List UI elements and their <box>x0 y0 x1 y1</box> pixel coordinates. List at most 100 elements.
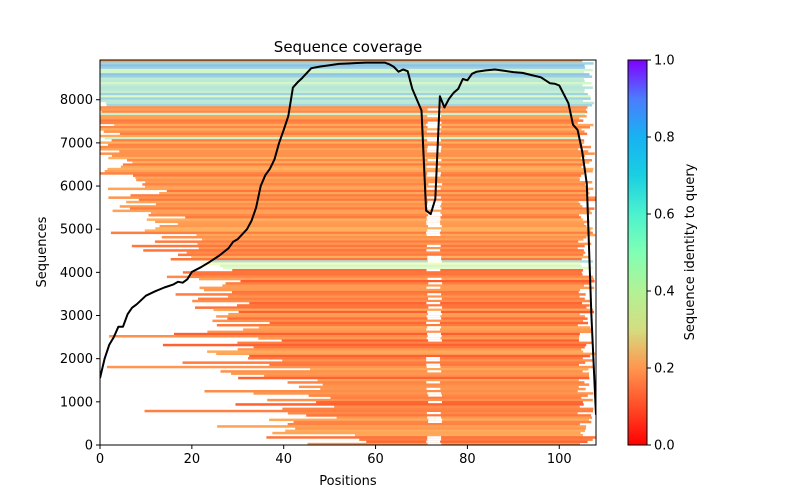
alignment-row <box>308 394 588 397</box>
alignment-row <box>228 313 580 316</box>
gap-mark <box>426 222 441 226</box>
alignment-row <box>144 229 591 232</box>
alignment-row <box>129 207 595 210</box>
alignment-row <box>196 233 596 237</box>
gap-mark <box>426 337 441 340</box>
alignment-row <box>354 434 583 437</box>
alignment-row <box>126 200 579 204</box>
alignment-row <box>298 385 579 389</box>
alignment-row <box>114 123 594 127</box>
gap-mark <box>426 218 441 221</box>
alignment-row <box>175 293 586 296</box>
alignment-row <box>110 231 593 235</box>
alignment-row <box>217 425 587 428</box>
gap-mark <box>427 392 442 395</box>
alignment-row <box>107 365 595 369</box>
alignment-row <box>155 227 593 230</box>
colorbar <box>627 59 648 446</box>
alignment-row <box>235 403 584 406</box>
alignment-row <box>100 82 592 85</box>
colorbar-label: Sequence identity to query <box>683 163 698 340</box>
alignment-row <box>285 429 585 433</box>
gap-mark <box>427 370 442 373</box>
colorbar-axis: 0.0 0.2 0.4 0.6 0.8 1.0 <box>647 54 675 454</box>
alignment-row <box>138 198 596 202</box>
alignment-row <box>240 280 595 283</box>
alignment-row <box>119 205 583 208</box>
plot-frame <box>99 59 597 446</box>
alignment-row <box>253 346 585 349</box>
gap-mark <box>426 328 440 331</box>
alignment-row <box>106 104 593 107</box>
gap-mark <box>426 357 440 360</box>
y-tick-label: 8000 <box>60 93 93 108</box>
alignment-row <box>146 218 584 221</box>
alignment-row <box>170 258 582 261</box>
alignment-row <box>154 240 579 243</box>
alignment-row <box>136 178 580 182</box>
gap-mark <box>427 108 442 111</box>
alignment-row <box>238 310 595 314</box>
alignment-row <box>119 150 589 153</box>
alignment-row <box>166 275 593 279</box>
alignment-row <box>287 423 580 426</box>
gap-mark <box>428 339 442 342</box>
alignment-row <box>100 108 586 111</box>
y-tick-label: 6000 <box>60 180 93 195</box>
alignment-row <box>100 90 585 94</box>
alignment-row <box>100 145 591 149</box>
alignment-row <box>307 442 580 445</box>
gap-mark <box>427 159 442 162</box>
alignment-row <box>182 361 586 364</box>
alignment-row <box>243 328 594 331</box>
gap-mark <box>426 269 441 272</box>
alignment-row <box>177 253 584 257</box>
alignment-row <box>100 141 585 144</box>
x-axis: 0 20 40 60 80 100 <box>96 445 572 467</box>
gap-mark <box>426 174 441 177</box>
alignment-row <box>220 370 583 373</box>
alignment-row <box>108 156 581 160</box>
colorbar-tick-label: 0.0 <box>654 439 675 454</box>
alignment-row <box>111 139 585 142</box>
alignment-row <box>100 115 587 118</box>
gap-mark <box>426 244 441 248</box>
alignment-row <box>269 363 580 367</box>
gap-mark <box>427 438 442 441</box>
gap-mark <box>426 231 440 235</box>
gap-mark <box>427 326 441 329</box>
alignment-row <box>185 216 582 219</box>
alignment-row <box>320 387 586 391</box>
alignment-row <box>267 398 593 402</box>
gap-mark <box>426 381 441 384</box>
y-tick-label: 0 <box>85 439 93 454</box>
alignment-row <box>100 84 583 87</box>
alignment-row <box>293 420 592 424</box>
alignment-row <box>144 185 587 188</box>
alignment-row <box>264 374 590 378</box>
gap-mark <box>428 214 442 217</box>
alignment-row <box>100 117 580 120</box>
alignment-row <box>112 209 591 213</box>
gap-mark <box>426 363 441 367</box>
alignment-row <box>100 112 585 116</box>
alignment-row <box>100 148 579 151</box>
alignment-row <box>100 73 590 76</box>
colorbar-tick-label: 0.8 <box>654 131 675 146</box>
gap-mark <box>426 216 441 219</box>
alignment-row <box>322 383 590 386</box>
alignment-row <box>162 343 587 347</box>
y-tick-label: 5000 <box>60 223 93 238</box>
alignment-row <box>100 79 585 83</box>
gap-mark <box>428 394 442 397</box>
alignment-row <box>100 64 585 67</box>
gap-mark <box>426 365 441 369</box>
alignment-row <box>237 304 590 307</box>
alignment-row <box>155 220 590 224</box>
colorbar-tick-label: 0.6 <box>654 208 675 223</box>
alignment-row <box>144 409 593 413</box>
alignment-row <box>222 266 594 270</box>
alignment-row <box>202 238 584 241</box>
gap-mark <box>427 335 442 338</box>
